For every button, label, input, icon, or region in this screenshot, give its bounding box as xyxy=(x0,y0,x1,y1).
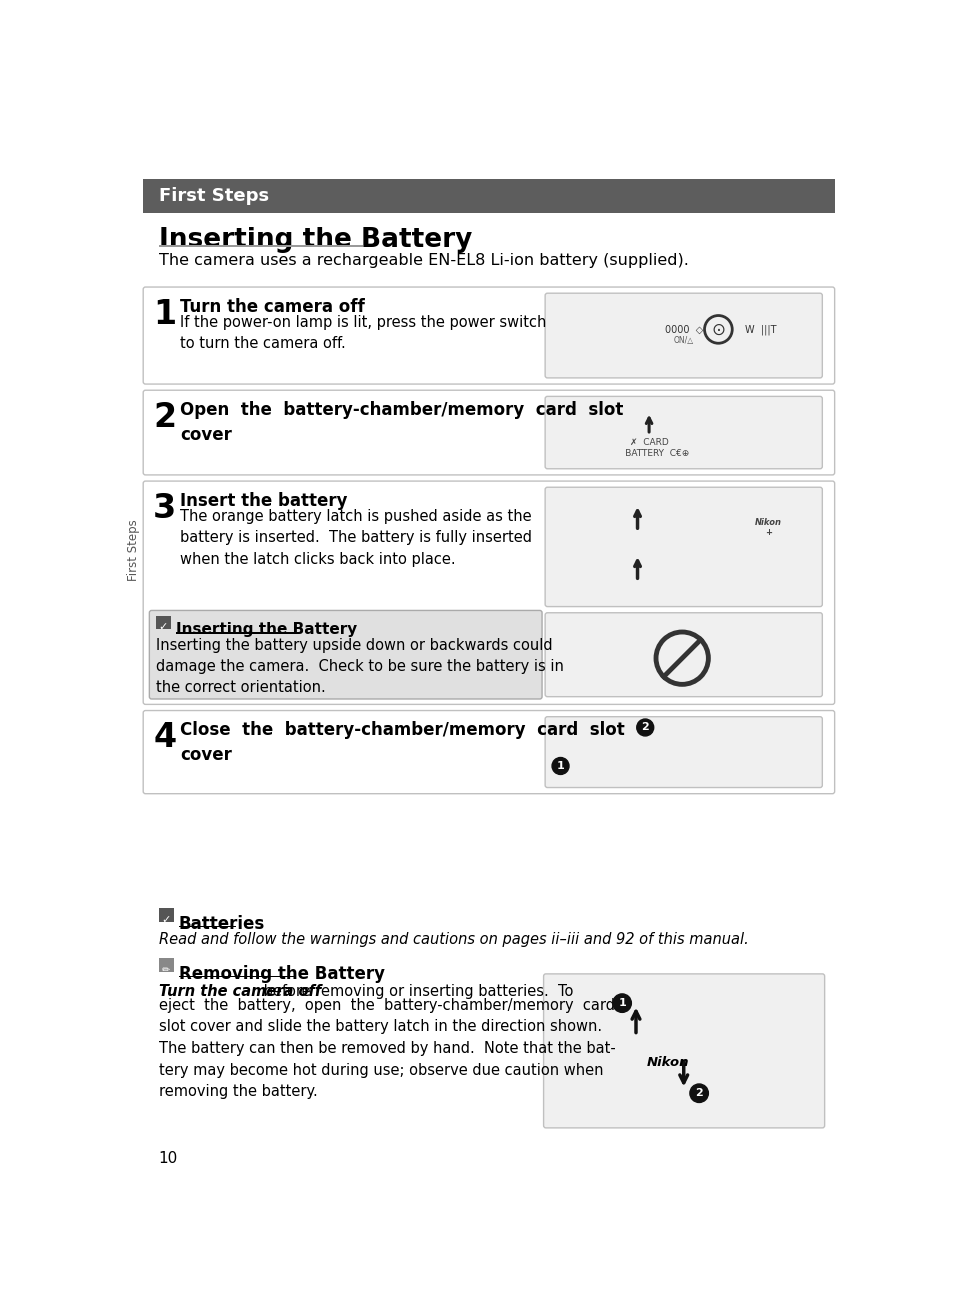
Text: The camera uses a rechargeable EN-EL8 Li-ion battery (supplied).: The camera uses a rechargeable EN-EL8 Li… xyxy=(158,254,688,268)
Bar xyxy=(155,616,171,629)
Text: Close  the  battery-chamber/memory  card  slot
cover: Close the battery-chamber/memory card sl… xyxy=(180,721,624,765)
Text: Open  the  battery-chamber/memory  card  slot
cover: Open the battery-chamber/memory card slo… xyxy=(180,401,623,444)
Circle shape xyxy=(612,993,631,1012)
Text: Insert the battery: Insert the battery xyxy=(180,491,347,510)
FancyBboxPatch shape xyxy=(143,286,834,384)
Text: W  |||T: W |||T xyxy=(744,325,776,335)
FancyBboxPatch shape xyxy=(143,481,834,704)
Text: 0000  ◇: 0000 ◇ xyxy=(664,325,702,334)
Text: 1: 1 xyxy=(557,761,564,771)
Text: before removing or inserting batteries.  To: before removing or inserting batteries. … xyxy=(258,984,573,999)
Text: ✏: ✏ xyxy=(162,964,171,975)
Circle shape xyxy=(552,757,568,774)
Bar xyxy=(158,244,362,247)
Text: Inserting the Battery: Inserting the Battery xyxy=(158,227,472,254)
Text: Turn the camera off: Turn the camera off xyxy=(180,298,364,315)
Text: Nikon: Nikon xyxy=(646,1056,689,1068)
Text: Nikon
+: Nikon + xyxy=(754,518,781,537)
Text: 2: 2 xyxy=(153,401,176,434)
Text: ON/△: ON/△ xyxy=(673,336,693,346)
FancyBboxPatch shape xyxy=(544,716,821,787)
Text: ✓: ✓ xyxy=(161,915,171,925)
Text: ✓: ✓ xyxy=(158,622,168,632)
Text: First Steps: First Steps xyxy=(128,519,140,581)
Bar xyxy=(143,179,834,213)
Text: Inserting the Battery: Inserting the Battery xyxy=(175,622,356,637)
Text: First Steps: First Steps xyxy=(158,187,269,205)
Text: 10: 10 xyxy=(158,1151,177,1166)
Text: Turn the camera off: Turn the camera off xyxy=(158,984,320,999)
Circle shape xyxy=(689,1084,708,1102)
Text: 4: 4 xyxy=(153,721,176,754)
Text: eject  the  battery,  open  the  battery-chamber/memory  card
slot cover and sli: eject the battery, open the battery-cham… xyxy=(158,997,615,1099)
FancyBboxPatch shape xyxy=(544,612,821,696)
Text: 1: 1 xyxy=(618,999,625,1008)
FancyBboxPatch shape xyxy=(544,293,821,378)
Text: 2: 2 xyxy=(640,723,648,732)
Text: ✗  CARD
      BATTERY  C€⊕: ✗ CARD BATTERY C€⊕ xyxy=(608,439,689,457)
FancyBboxPatch shape xyxy=(150,611,541,699)
Text: 2: 2 xyxy=(695,1088,702,1099)
FancyBboxPatch shape xyxy=(544,487,821,607)
Text: If the power-on lamp is lit, press the power switch
to turn the camera off.: If the power-on lamp is lit, press the p… xyxy=(180,315,546,351)
Circle shape xyxy=(636,719,653,736)
Text: Inserting the battery upside down or backwards could
damage the camera.  Check t: Inserting the battery upside down or bac… xyxy=(155,639,563,695)
FancyBboxPatch shape xyxy=(543,974,823,1127)
Bar xyxy=(158,958,173,971)
Text: 1: 1 xyxy=(153,298,176,331)
Text: Read and follow the warnings and cautions on pages ii–iii and 92 of this manual.: Read and follow the warnings and caution… xyxy=(158,933,747,947)
Text: Removing the Battery: Removing the Battery xyxy=(178,964,384,983)
FancyBboxPatch shape xyxy=(544,397,821,469)
Bar xyxy=(158,908,173,921)
FancyBboxPatch shape xyxy=(143,390,834,474)
FancyBboxPatch shape xyxy=(143,711,834,794)
Text: Batteries: Batteries xyxy=(178,915,265,933)
Text: 3: 3 xyxy=(153,491,176,524)
Text: The orange battery latch is pushed aside as the
battery is inserted.  The batter: The orange battery latch is pushed aside… xyxy=(180,509,532,568)
Text: ⊙: ⊙ xyxy=(711,321,724,339)
